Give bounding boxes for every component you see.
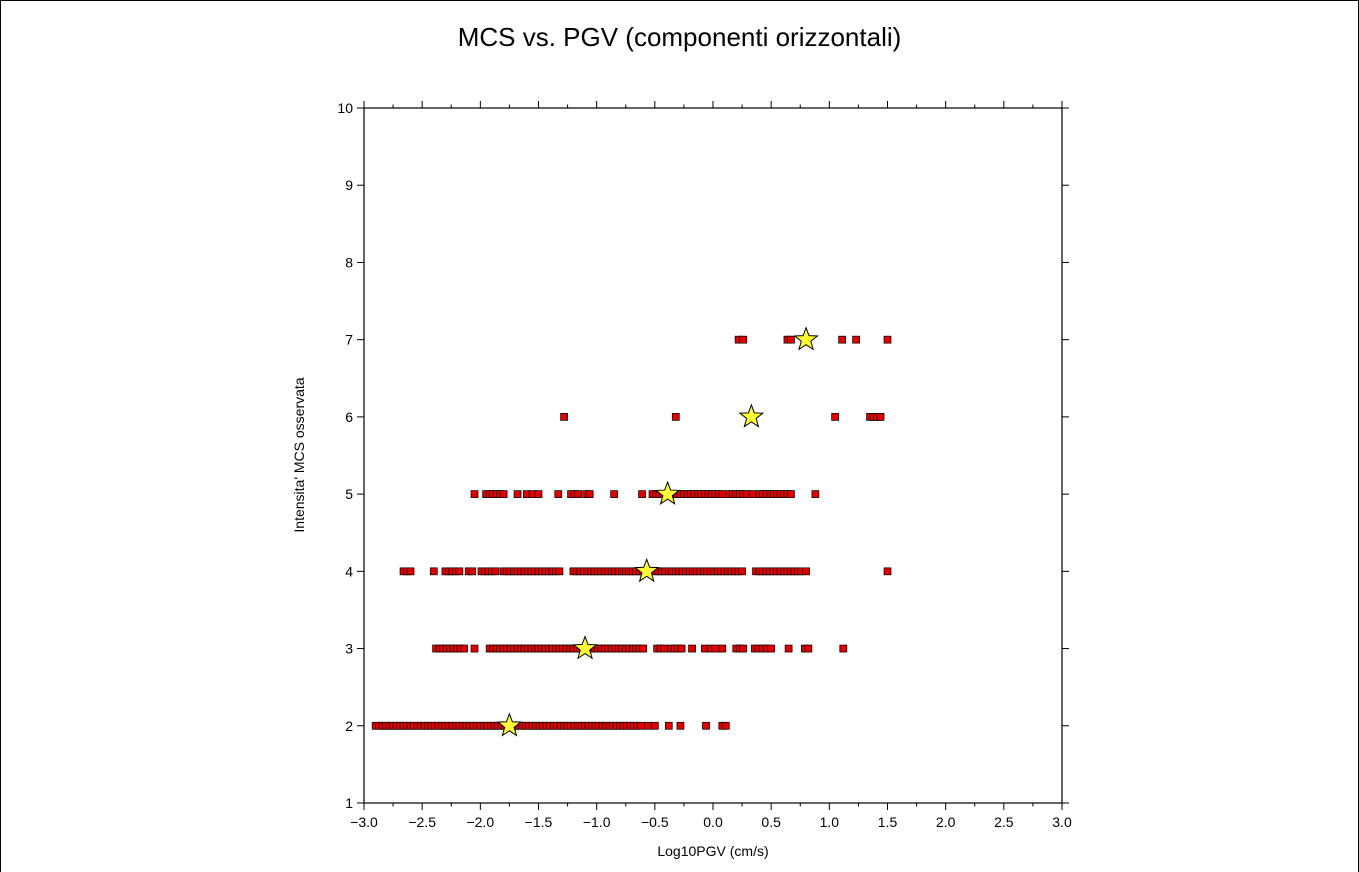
observation-point — [639, 644, 648, 653]
x-tick-label: −2.0 — [467, 814, 495, 830]
observation-point — [671, 413, 680, 421]
x-tick-label: −1.0 — [583, 814, 611, 830]
observation-point — [787, 490, 795, 498]
observation-point — [721, 721, 730, 730]
mean-markers — [496, 326, 819, 737]
y-axis-ticks: 1 2 3 4 5 6 7 8 9 10 — [337, 100, 1069, 811]
y-tick-label: 5 — [345, 486, 353, 502]
observation-point — [838, 335, 846, 344]
x-tick-label: 3.0 — [1052, 814, 1072, 830]
observation-markers — [371, 335, 892, 730]
plot-area-frame — [363, 107, 1063, 804]
y-tick-label: 3 — [345, 641, 353, 657]
x-tick-label: −3.0 — [350, 814, 378, 830]
observation-point — [831, 413, 840, 421]
observation-point — [585, 490, 594, 498]
observation-point — [739, 644, 748, 653]
y-tick-label: 9 — [345, 177, 353, 193]
mean-star — [572, 635, 598, 660]
observation-point — [711, 644, 720, 653]
observation-point — [406, 567, 415, 576]
observation-point — [610, 490, 618, 498]
observation-point — [638, 490, 646, 498]
observation-point — [767, 644, 776, 653]
y-tick-label: 7 — [345, 332, 353, 348]
x-axis-ticks: −3.0 −2.5 −2.0 −1.5 −1.0 −0.5 0.0 0.5 1.0 1.5 2.0 2… — [350, 101, 1072, 830]
observation-point — [513, 490, 522, 498]
observation-point — [470, 490, 479, 498]
observation-point — [738, 567, 746, 576]
observation-point — [876, 413, 885, 421]
observation-point — [499, 490, 508, 498]
observation-point — [748, 490, 757, 498]
observation-point — [787, 335, 795, 344]
observation-point — [534, 490, 543, 498]
observation-point — [429, 567, 438, 576]
observation-point — [650, 721, 659, 730]
y-tick-label: 10 — [337, 100, 353, 116]
observation-point — [839, 644, 848, 653]
y-axis-label: Intensita' MCS osservata — [291, 377, 307, 532]
mean-star — [738, 403, 765, 428]
observation-point — [677, 644, 686, 653]
x-tick-label: 1.5 — [878, 814, 898, 830]
observation-point — [784, 644, 793, 653]
observation-point — [574, 490, 582, 498]
x-tick-label: −1.5 — [525, 814, 553, 830]
observation-point — [883, 567, 892, 576]
x-tick-label: 0.0 — [703, 814, 723, 830]
y-tick-label: 6 — [345, 409, 353, 425]
x-tick-label: 2.5 — [994, 814, 1014, 830]
x-tick-label: −2.5 — [408, 814, 436, 830]
y-tick-label: 1 — [345, 795, 353, 811]
observation-point — [460, 644, 468, 653]
observation-point — [637, 721, 645, 730]
observation-point — [664, 721, 673, 730]
observation-point — [702, 721, 710, 730]
observation-point — [491, 567, 500, 576]
x-axis-label: Log10PGV (cm/s) — [657, 843, 768, 859]
mean-star — [496, 712, 523, 737]
x-tick-label: 1.0 — [820, 814, 840, 830]
observation-point — [676, 721, 685, 730]
x-tick-label: −0.5 — [641, 814, 669, 830]
mean-star — [793, 326, 819, 351]
observation-point — [560, 413, 568, 421]
observation-point — [554, 490, 563, 498]
observation-point — [688, 644, 696, 653]
observation-point — [555, 567, 564, 576]
observation-point — [455, 567, 464, 576]
observation-point — [660, 644, 668, 653]
observation-point — [718, 644, 727, 653]
observation-point — [644, 721, 652, 730]
x-tick-label: 2.0 — [936, 814, 956, 830]
observation-point — [468, 567, 477, 576]
y-tick-label: 2 — [345, 718, 353, 734]
observation-point — [718, 490, 727, 498]
chart-title: MCS vs. PGV (componenti orizzontali) — [457, 22, 902, 52]
observation-point — [804, 644, 813, 653]
x-tick-label: 0.5 — [761, 814, 781, 830]
observation-point — [811, 490, 820, 498]
y-tick-label: 8 — [345, 254, 353, 270]
observation-point — [883, 335, 892, 344]
observation-point — [852, 335, 860, 344]
observation-point — [802, 567, 810, 576]
mean-star — [654, 480, 681, 505]
observation-point — [739, 335, 748, 344]
y-tick-label: 4 — [345, 563, 353, 579]
observation-point — [470, 644, 479, 653]
mean-star — [633, 557, 660, 583]
